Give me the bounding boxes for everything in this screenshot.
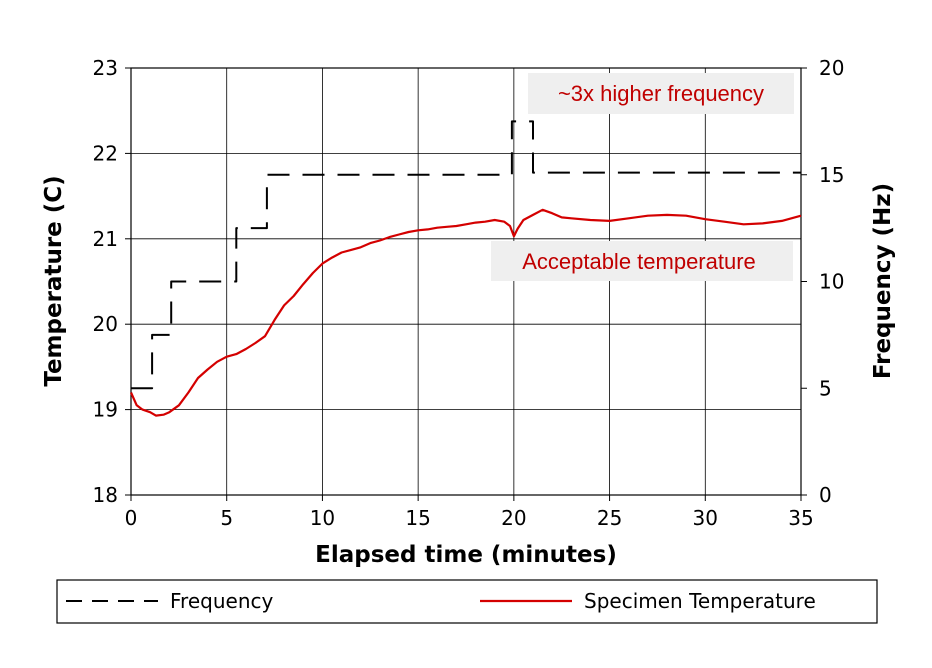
x-tick-label: 20 [501, 506, 526, 530]
series-line-temperature [129, 208, 802, 417]
y2-tick-label: 0 [819, 483, 832, 507]
tick-marks [125, 67, 807, 501]
x-tick-label: 30 [693, 506, 718, 530]
legend-label-frequency: Frequency [170, 589, 273, 613]
annotation-frequency-text: ~3x higher frequency [558, 81, 764, 106]
annotation-frequency-box [528, 73, 794, 114]
y-axis-title: Temperature (C) [41, 175, 67, 386]
y-tick-label: 19 [93, 398, 118, 422]
y2-tick-labels: 0 5 10 15 20 [819, 56, 844, 507]
y2-axis-title: Frequency (Hz) [870, 183, 896, 379]
annotation-frequency: ~3x higher frequency [528, 73, 794, 114]
series-lines [129, 120, 802, 417]
y-tick-label: 20 [93, 312, 118, 336]
y-tick-labels: 18 19 20 21 22 23 [93, 56, 118, 507]
annotation-temperature: Acceptable temperature [491, 241, 793, 281]
y-tick-label: 23 [93, 56, 118, 80]
legend-label-temperature: Specimen Temperature [584, 589, 816, 613]
y-tick-label: 18 [93, 483, 118, 507]
x-tick-label: 35 [788, 506, 813, 530]
x-tick-label: 5 [220, 506, 233, 530]
y-tick-label: 21 [93, 227, 118, 251]
y2-tick-label: 20 [819, 56, 844, 80]
legend: Frequency Specimen Temperature [56, 579, 878, 624]
x-tick-labels: 0 5 10 15 20 25 30 35 [125, 506, 814, 530]
y2-tick-label: 15 [819, 163, 844, 187]
x-tick-label: 25 [597, 506, 622, 530]
x-axis-title: Elapsed time (minutes) [315, 542, 617, 568]
y2-tick-label: 10 [819, 270, 844, 294]
x-tick-label: 10 [310, 506, 335, 530]
legend-box [56, 579, 878, 624]
y-tick-label: 22 [93, 141, 118, 165]
series-line-frequency [131, 120, 801, 390]
x-tick-label: 0 [125, 506, 138, 530]
y2-tick-label: 5 [819, 376, 832, 400]
x-tick-label: 15 [405, 506, 430, 530]
annotation-temperature-box [491, 241, 793, 281]
annotation-temperature-text: Acceptable temperature [522, 249, 756, 274]
